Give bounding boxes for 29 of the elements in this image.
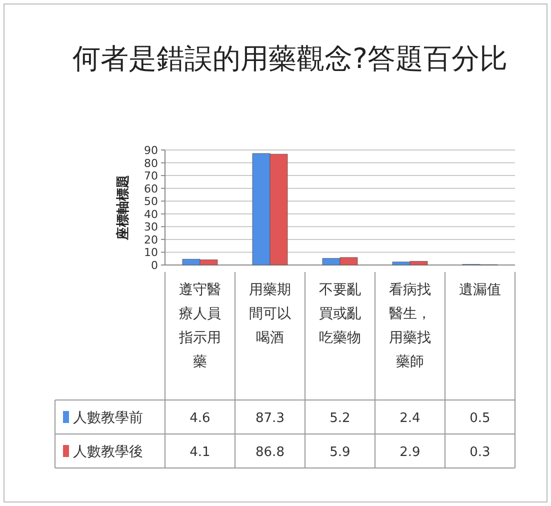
y-tick-label: 30	[144, 220, 158, 234]
x-tick-label: 不要亂買或亂吃藥物	[319, 282, 361, 346]
y-tick-label: 40	[144, 208, 158, 221]
y-tick-label: 60	[144, 182, 158, 196]
data-label: 87.3	[256, 411, 284, 426]
y-tick-label: 80	[144, 156, 158, 170]
data-label: 4.6	[190, 411, 210, 426]
x-tick-label: 遺漏值	[459, 282, 501, 298]
y-tick-label: 10	[144, 246, 158, 260]
x-tick-label: 用藥期間可以喝酒	[249, 282, 291, 346]
y-axis-title: 座標軸標題	[115, 175, 131, 241]
x-tick-label: 看病找醫生，用藥找藥師	[389, 282, 431, 370]
y-tick-label: 70	[144, 170, 158, 183]
y-tick-label: 90	[144, 144, 158, 157]
data-label: 2.9	[400, 445, 420, 460]
data-label: 2.4	[400, 411, 420, 426]
y-tick-label: 20	[144, 233, 158, 246]
x-tick-label: 遵守醫療人員指示用藥	[178, 282, 221, 370]
y-tick-label: 0	[151, 259, 158, 272]
data-label: 0.5	[470, 411, 490, 426]
legend-label: 人數教學後	[73, 444, 143, 460]
data-label: 5.9	[330, 445, 350, 460]
y-tick-label: 50	[144, 195, 158, 208]
data-label: 0.3	[470, 445, 490, 460]
legend-label: 人數教學前	[73, 410, 143, 426]
data-label: 86.8	[256, 445, 284, 460]
chart-title: 何者是錯誤的用藥觀念?答題百分比	[72, 42, 508, 75]
data-label: 5.2	[330, 411, 350, 426]
data-label: 4.1	[190, 445, 210, 460]
